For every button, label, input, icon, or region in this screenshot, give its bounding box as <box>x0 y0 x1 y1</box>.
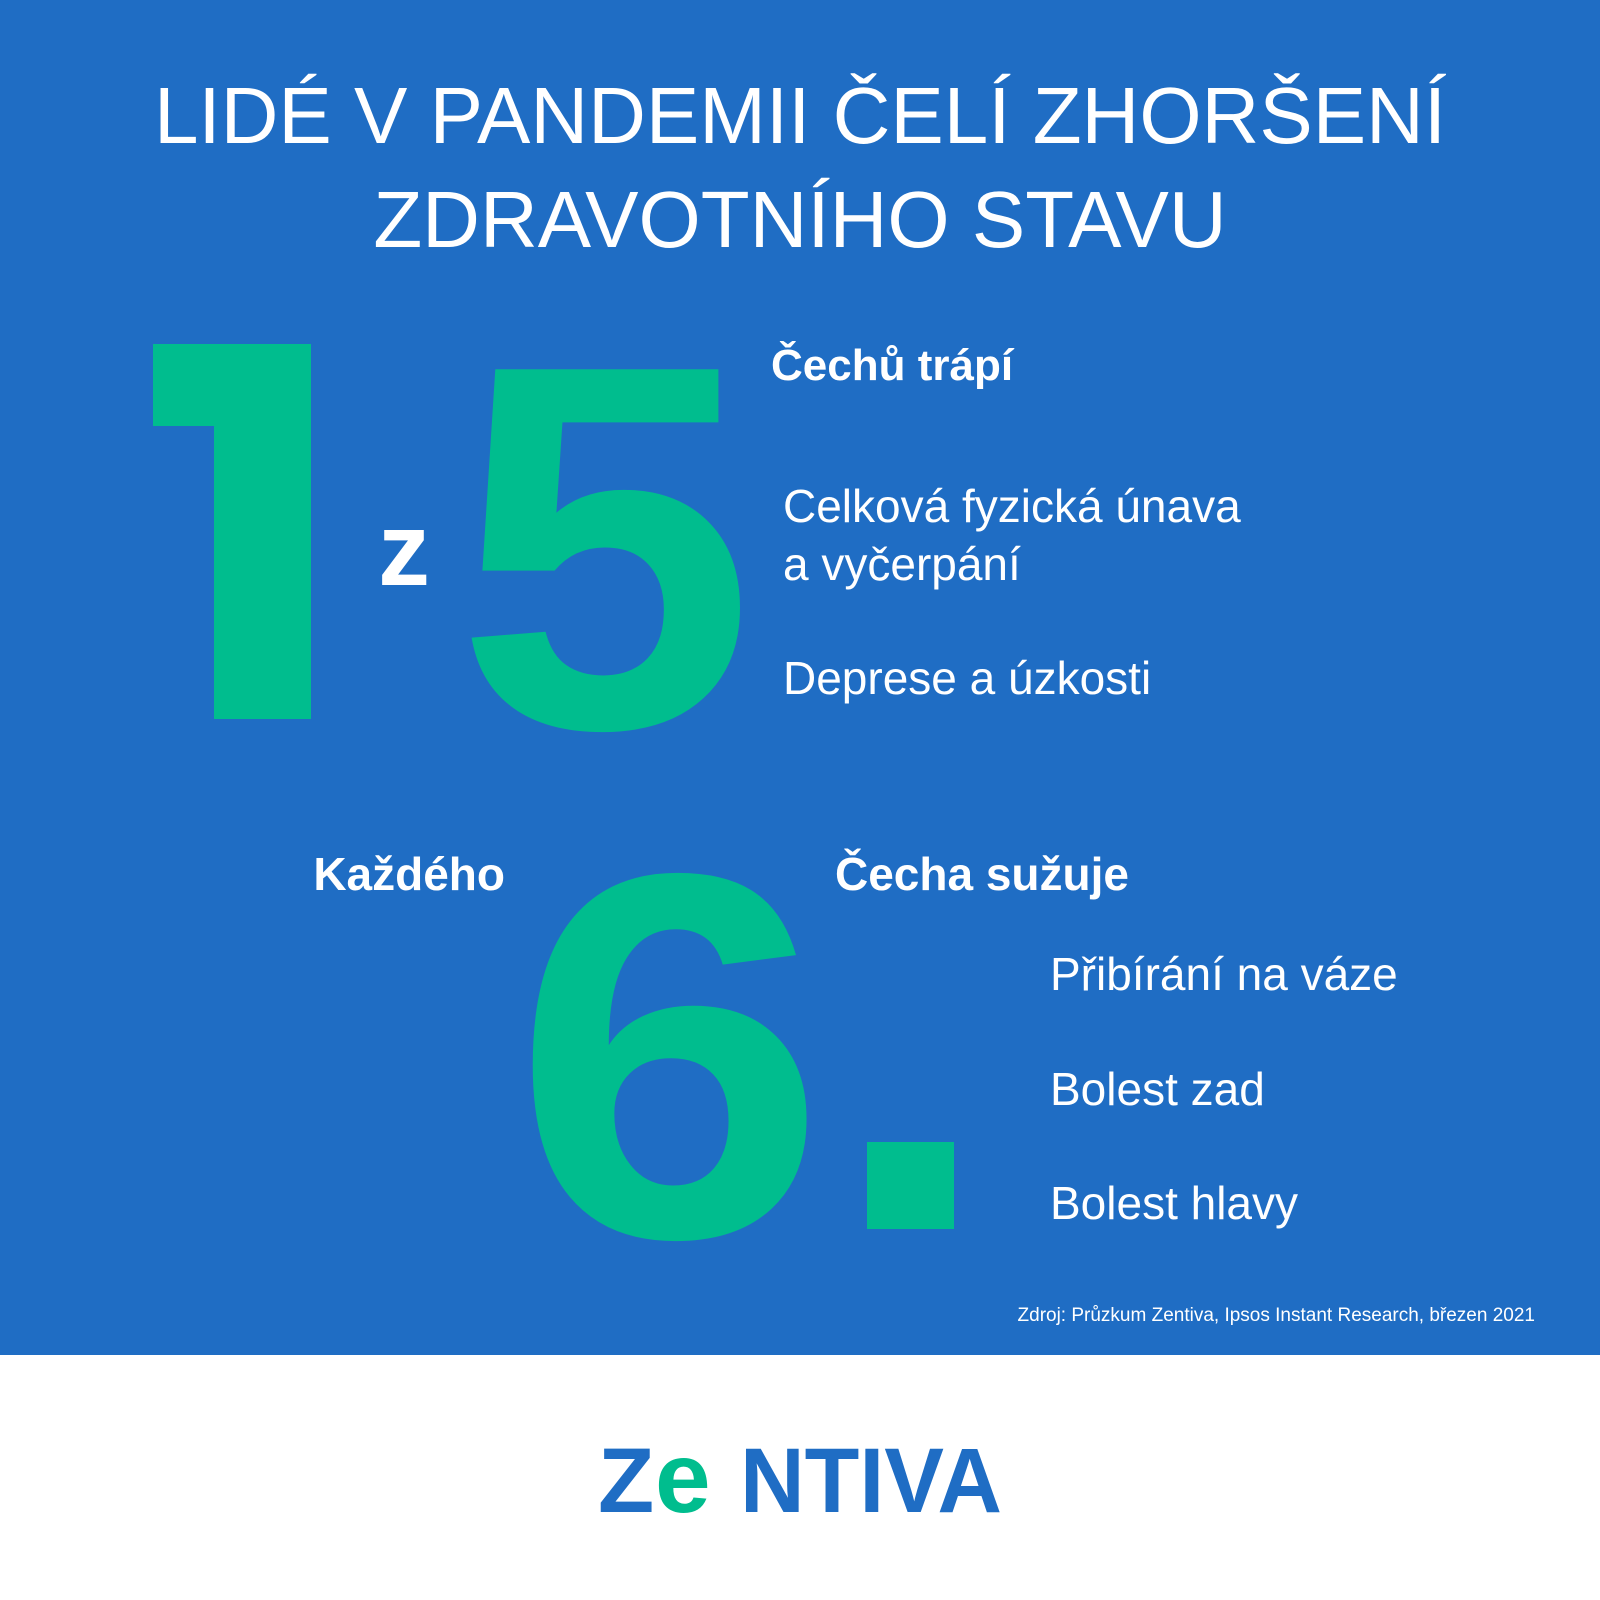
title-line-2: ZDRAVOTNÍHO STAVU <box>373 175 1226 264</box>
stat2-heading: Čecha sužuje <box>835 848 1129 900</box>
logo-z: Z <box>598 1430 654 1532</box>
big-number-one <box>153 344 311 719</box>
numerator-text: 1 <box>153 711 159 722</box>
source-note: Zdroj: Průzkum Zentiva, Ipsos Instant Re… <box>1018 1305 1535 1326</box>
stat1-item: a vyčerpání <box>783 538 1021 590</box>
stat2-prefix: Každého <box>313 848 505 900</box>
stat2-item: Bolest zad <box>1050 1063 1265 1115</box>
big-number-five: 5 <box>455 257 755 838</box>
big-dot <box>867 1142 954 1229</box>
big-number-six: 6 <box>512 766 827 1347</box>
stat1-item: Celková fyzická únava <box>783 480 1241 532</box>
stat2-item: Bolest hlavy <box>1050 1177 1298 1229</box>
stat1-item: Deprese a úzkosti <box>783 652 1151 704</box>
connector-z: z <box>378 492 430 608</box>
zentiva-logo: Z e NTIVA <box>598 1422 1002 1534</box>
logo-e: e <box>655 1422 711 1534</box>
title-line-1: LIDÉ V PANDEMII ČELÍ ZHORŠENÍ <box>154 71 1447 160</box>
stat2-item: Přibírání na váze <box>1050 948 1398 1000</box>
stat1-heading: Čechů trápí <box>771 339 1015 390</box>
logo-ntiva: NTIVA <box>740 1430 1002 1532</box>
